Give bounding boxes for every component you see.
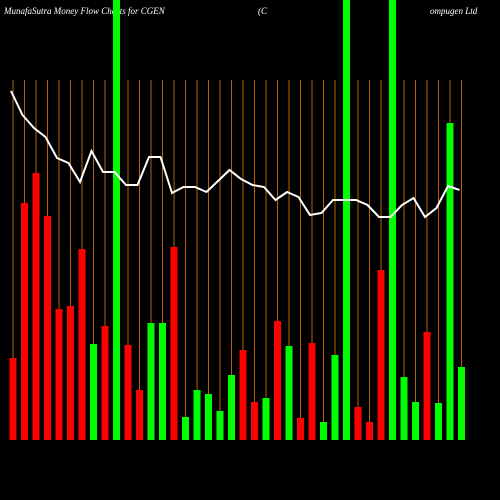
bar [159, 323, 166, 440]
bar [320, 422, 327, 440]
bar [9, 358, 17, 440]
bar [193, 390, 201, 440]
bar [412, 402, 419, 440]
bar [101, 326, 109, 440]
bar [78, 249, 86, 440]
bar [366, 422, 373, 440]
bar [458, 367, 465, 440]
bar [354, 407, 362, 440]
bar [32, 173, 40, 440]
money-flow-line [10, 90, 460, 219]
bar [377, 270, 385, 440]
chart-subtitle: ompugen Ltd [430, 6, 478, 16]
bar [274, 321, 281, 440]
bar [423, 332, 431, 440]
bar [136, 390, 143, 440]
bar [297, 418, 304, 440]
bar [147, 323, 155, 440]
bar [21, 203, 28, 440]
bar [343, 0, 350, 440]
bar [400, 377, 408, 440]
bar [331, 355, 339, 440]
bar [44, 216, 51, 440]
bar [55, 309, 63, 440]
bar [435, 403, 442, 440]
bar [262, 398, 270, 440]
bar [182, 417, 189, 440]
bar [251, 402, 258, 440]
bar [239, 350, 247, 440]
bar [124, 345, 132, 440]
bar [228, 375, 235, 440]
bar [67, 306, 74, 440]
bar [90, 344, 97, 440]
bar [113, 0, 120, 440]
bar [446, 123, 454, 440]
bar [216, 411, 224, 440]
bar [205, 394, 212, 440]
bar [389, 0, 396, 440]
bar [285, 346, 293, 440]
bar [170, 247, 178, 440]
bar [308, 343, 316, 440]
chart-title: MunafaSutra Money Flow Charts for CGEN [3, 6, 166, 16]
chart-subtitle: (C [258, 6, 268, 16]
